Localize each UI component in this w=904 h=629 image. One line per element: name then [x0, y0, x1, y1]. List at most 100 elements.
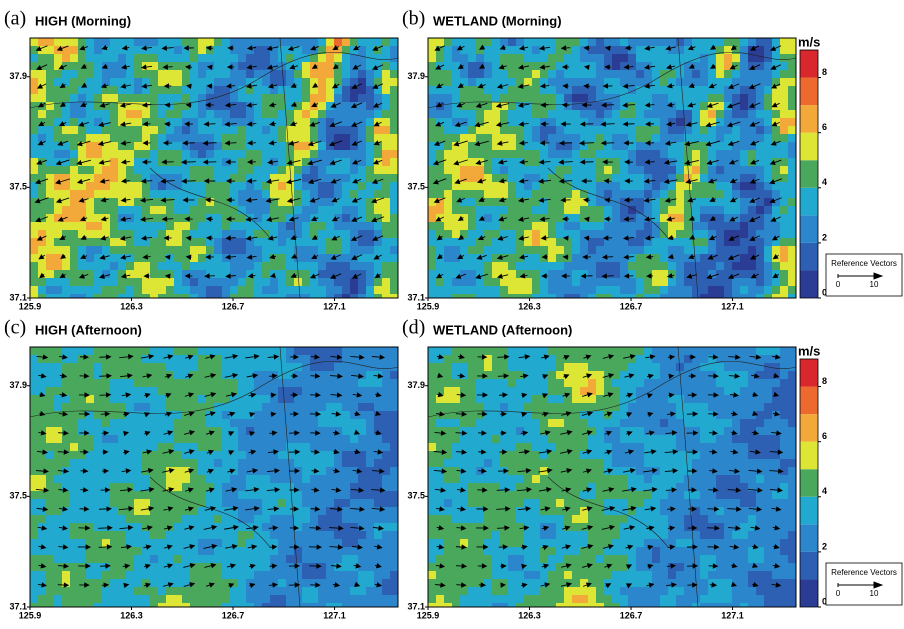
field-cell — [350, 531, 359, 540]
field-cell — [214, 38, 223, 47]
field-cell — [460, 286, 469, 295]
field-cell — [508, 214, 517, 223]
field-cell — [708, 126, 717, 135]
field-cell — [102, 94, 111, 103]
field-cell — [460, 262, 469, 271]
field-cell — [540, 286, 549, 295]
field-cell — [374, 70, 383, 79]
field-cell — [382, 198, 391, 207]
field-cell — [740, 166, 749, 175]
field-cell — [310, 70, 319, 79]
field-cell — [708, 206, 717, 215]
field-cell — [508, 78, 517, 87]
field-cell — [110, 286, 119, 295]
field-cell — [644, 38, 653, 47]
field-cell — [548, 286, 557, 295]
field-cell — [166, 435, 175, 444]
field-cell — [302, 62, 311, 71]
field-cell — [254, 459, 263, 468]
field-cell — [588, 254, 597, 263]
field-cell — [668, 110, 677, 119]
field-cell — [788, 166, 797, 175]
field-cell — [270, 419, 279, 428]
field-cell — [174, 555, 183, 564]
field-cell — [692, 70, 701, 79]
field-cell — [230, 70, 239, 79]
field-cell — [492, 190, 501, 199]
field-cell — [468, 94, 477, 103]
field-cell — [54, 539, 63, 548]
field-cell — [318, 198, 327, 207]
field-cell — [756, 38, 765, 47]
field-cell — [508, 238, 517, 247]
field-cell — [366, 371, 375, 380]
field-cell — [660, 286, 669, 295]
field-cell — [158, 70, 167, 79]
field-cell — [366, 38, 375, 47]
field-cell — [294, 587, 303, 596]
field-cell — [198, 38, 207, 47]
field-cell — [366, 190, 375, 199]
field-cell — [350, 262, 359, 271]
field-cell — [230, 222, 239, 231]
field-cell — [342, 403, 351, 412]
field-cell — [174, 587, 183, 596]
field-cell — [150, 347, 159, 356]
field-cell — [660, 206, 669, 215]
field-cell — [366, 531, 375, 540]
field-cell — [126, 190, 135, 199]
field-cell — [126, 435, 135, 444]
field-cell — [366, 286, 375, 295]
field-cell — [70, 54, 79, 63]
field-cell — [366, 547, 375, 556]
field-cell — [772, 110, 781, 119]
field-cell — [206, 459, 215, 468]
field-cell — [222, 491, 231, 500]
field-cell — [302, 38, 311, 47]
field-cell — [366, 395, 375, 404]
field-cell — [294, 246, 303, 255]
field-cell — [246, 222, 255, 231]
field-cell — [158, 587, 167, 596]
field-cell — [118, 499, 127, 508]
field-cell — [484, 46, 493, 55]
field-cell — [780, 198, 789, 207]
field-cell — [78, 126, 87, 135]
field-cell — [110, 102, 119, 111]
field-cell — [524, 262, 533, 271]
field-cell — [788, 70, 797, 79]
field-cell — [190, 46, 199, 55]
field-cell — [748, 126, 757, 135]
field-cell — [118, 347, 127, 356]
field-cell — [126, 363, 135, 372]
field-cell — [166, 491, 175, 500]
field-cell — [126, 499, 135, 508]
field-cell — [452, 286, 461, 295]
field-cell — [278, 571, 287, 580]
field-cell — [326, 475, 335, 484]
field-cell — [644, 166, 653, 175]
field-cell — [508, 126, 517, 135]
field-cell — [468, 118, 477, 127]
field-cell — [70, 355, 79, 364]
field-cell — [374, 166, 383, 175]
field-cell — [110, 499, 119, 508]
field-cell — [684, 246, 693, 255]
field-cell — [206, 363, 215, 372]
field-cell — [294, 54, 303, 63]
field-cell — [94, 262, 103, 271]
field-cell — [660, 222, 669, 231]
field-cell — [62, 166, 71, 175]
field-cell — [214, 246, 223, 255]
field-cell — [390, 102, 399, 111]
field-cell — [110, 86, 119, 95]
field-cell — [326, 166, 335, 175]
field-cell — [342, 499, 351, 508]
field-cell — [214, 355, 223, 364]
field-cell — [644, 126, 653, 135]
field-cell — [366, 451, 375, 460]
field-cell — [580, 182, 589, 191]
field-cell — [460, 222, 469, 231]
field-cell — [198, 427, 207, 436]
field-cell — [390, 126, 399, 135]
